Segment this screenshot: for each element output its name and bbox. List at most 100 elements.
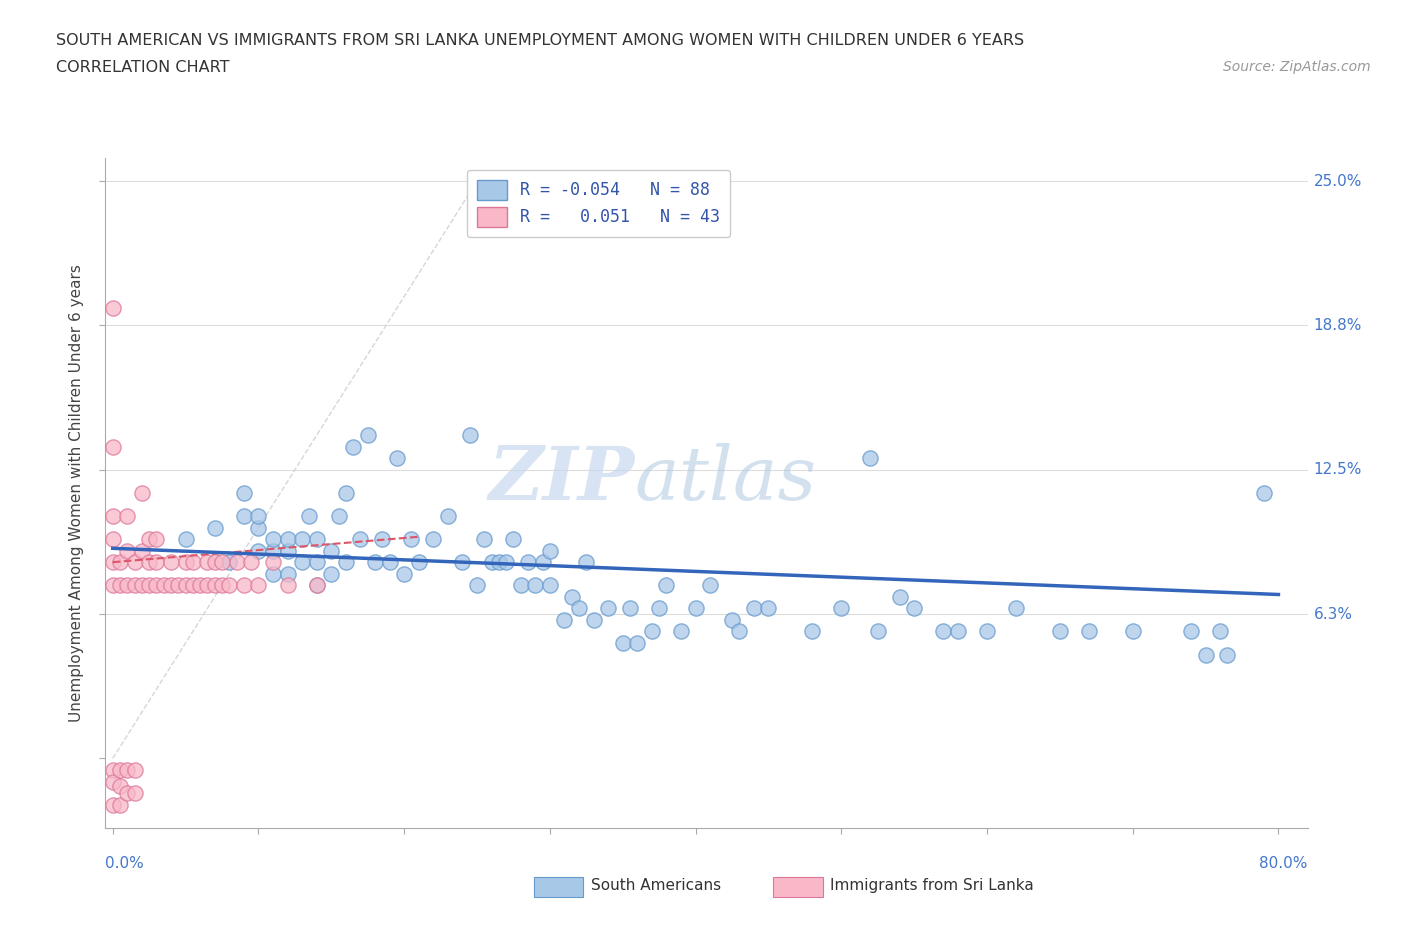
Point: [181, 554, 204, 569]
Point: [167, 578, 190, 592]
Point: [561, 590, 583, 604]
Point: [321, 566, 343, 581]
Point: [298, 509, 321, 524]
Point: [612, 635, 634, 650]
Point: [305, 578, 328, 592]
Point: [232, 509, 254, 524]
Point: [240, 554, 263, 569]
Point: [903, 601, 925, 616]
Point: [204, 578, 226, 592]
Point: [357, 428, 380, 443]
Point: [101, 797, 124, 812]
Point: [101, 578, 124, 592]
Point: [124, 786, 146, 801]
Point: [458, 428, 481, 443]
Point: [335, 554, 357, 569]
Point: [641, 624, 664, 639]
Point: [262, 554, 284, 569]
Point: [101, 763, 124, 777]
Text: atlas: atlas: [634, 444, 817, 516]
Text: South Americans: South Americans: [591, 878, 721, 893]
Point: [328, 509, 350, 524]
Point: [225, 554, 247, 569]
Point: [305, 554, 328, 569]
Point: [685, 601, 707, 616]
Point: [669, 624, 692, 639]
Point: [138, 532, 160, 547]
Point: [401, 532, 423, 547]
Point: [976, 624, 998, 639]
Point: [160, 554, 183, 569]
Point: [524, 578, 547, 592]
Point: [131, 543, 153, 558]
Point: [946, 624, 969, 639]
Point: [742, 601, 765, 616]
Point: [211, 578, 233, 592]
Point: [101, 532, 124, 547]
Point: [889, 590, 911, 604]
Point: [509, 578, 531, 592]
Point: [291, 532, 314, 547]
Point: [247, 578, 270, 592]
Point: [174, 532, 197, 547]
Point: [437, 509, 460, 524]
Point: [932, 624, 955, 639]
Point: [108, 578, 131, 592]
Point: [598, 601, 620, 616]
Point: [538, 543, 561, 558]
Point: [517, 554, 540, 569]
Point: [218, 578, 240, 592]
Point: [568, 601, 591, 616]
Point: [247, 543, 270, 558]
Point: [247, 509, 270, 524]
Point: [117, 543, 139, 558]
Point: [131, 485, 153, 500]
Text: 18.8%: 18.8%: [1313, 318, 1362, 333]
Point: [465, 578, 488, 592]
Point: [117, 578, 139, 592]
Point: [1049, 624, 1071, 639]
Point: [1122, 624, 1144, 639]
Point: [117, 786, 139, 801]
Point: [277, 566, 299, 581]
Point: [108, 778, 131, 793]
Text: Immigrants from Sri Lanka: Immigrants from Sri Lanka: [830, 878, 1033, 893]
Point: [277, 543, 299, 558]
Point: [145, 554, 167, 569]
Point: [138, 578, 160, 592]
Text: 25.0%: 25.0%: [1313, 174, 1362, 189]
Text: Source: ZipAtlas.com: Source: ZipAtlas.com: [1223, 60, 1371, 74]
Point: [197, 578, 219, 592]
Point: [117, 763, 139, 777]
Point: [117, 509, 139, 524]
Point: [188, 578, 211, 592]
Point: [502, 532, 524, 547]
Point: [451, 554, 474, 569]
Point: [481, 554, 503, 569]
Point: [655, 578, 678, 592]
Text: 6.3%: 6.3%: [1313, 606, 1353, 621]
Point: [342, 439, 364, 454]
Legend: R = -0.054   N = 88, R =   0.051   N = 43: R = -0.054 N = 88, R = 0.051 N = 43: [467, 170, 730, 237]
Text: SOUTH AMERICAN VS IMMIGRANTS FROM SRI LANKA UNEMPLOYMENT AMONG WOMEN WITH CHILDR: SOUTH AMERICAN VS IMMIGRANTS FROM SRI LA…: [56, 33, 1025, 47]
Point: [101, 300, 124, 315]
Point: [211, 554, 233, 569]
Text: CORRELATION CHART: CORRELATION CHART: [56, 60, 229, 75]
Point: [575, 554, 598, 569]
Point: [699, 578, 721, 592]
Point: [232, 578, 254, 592]
Point: [291, 554, 314, 569]
Point: [204, 554, 226, 569]
Point: [1253, 485, 1275, 500]
Point: [801, 624, 824, 639]
Point: [619, 601, 641, 616]
Point: [408, 554, 430, 569]
Point: [626, 635, 648, 650]
Point: [582, 613, 605, 628]
Text: ZIP: ZIP: [488, 444, 634, 516]
Point: [145, 578, 167, 592]
Point: [101, 439, 124, 454]
Point: [830, 601, 852, 616]
Point: [648, 601, 671, 616]
Point: [1005, 601, 1028, 616]
